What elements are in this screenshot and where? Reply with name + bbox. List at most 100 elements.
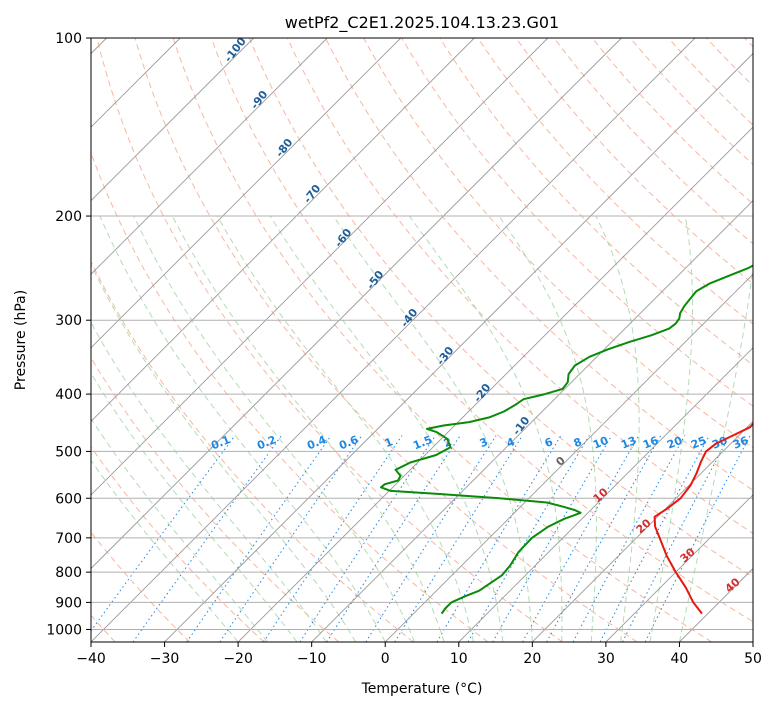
moist-adiabat-label: 40 [723,575,743,595]
moist-adiabat [649,215,693,642]
mixing-ratio-line [546,435,662,642]
dry-adiabat-label: -50 [364,268,387,292]
dry-adiabat-label: -10 [510,414,533,438]
dry-adiabat [744,38,753,48]
y-axis-ticks: 1000 900 800 700 600 500 400 300 200 100 [46,31,91,638]
moist-adiabat [91,263,357,642]
dry-adiabat [91,356,340,642]
x-tick-label: 40 [671,651,689,667]
dry-adiabat [591,38,753,205]
y-axis-label: Pressure (hPa) [13,290,29,390]
dry-adiabat [629,38,753,166]
isotherm [311,200,753,642]
isotherm [91,38,696,642]
dry-adiabat [439,38,753,366]
dry-adiabat [286,38,753,535]
dry-adiabat [172,38,713,642]
dry-adiabat [91,260,414,642]
mixing-ratio-label: 36 [731,434,750,452]
plot-frame [90,37,754,643]
isotherm [91,38,622,570]
mixing-ratio-label: 6 [543,435,555,450]
moist-adiabat [91,321,327,642]
mixing-ratio-line [263,435,403,642]
isotherm [532,420,753,642]
moist-adiabat-label: 20 [634,516,654,536]
moist-adiabat [91,459,239,642]
mixing-ratio-label: 20 [665,434,684,452]
y-tick-label: 1000 [46,622,82,638]
isotherm [91,38,328,275]
isotherm [384,273,753,642]
mixing-ratio-line [492,435,613,642]
mixing-ratio-line [622,435,731,642]
moist-adiabat [269,215,504,642]
mixing-ratio-label: 0.4 [305,433,328,452]
mixing-ratio-line [132,435,283,642]
x-tick-label: 50 [744,651,762,667]
mixing-ratio-label: 1 [383,435,395,450]
dry-adiabat [477,38,753,325]
y-tick-label: 400 [55,387,82,403]
mixing-ratio-label: 13 [619,434,638,452]
moist-adiabat [595,215,640,642]
x-tick-label: 20 [523,651,541,667]
isotherm [91,38,402,349]
x-tick-label: 10 [450,651,468,667]
mixing-ratio-label: 16 [641,434,660,452]
mixing-ratio-label: 0.1 [209,433,232,452]
mixing-ratio-line [467,435,590,642]
dry-adiabat-label: -60 [332,226,355,250]
dry-adiabat [91,445,265,642]
dry-adiabat [248,38,753,578]
y-tick-label: 500 [55,444,82,460]
dry-adiabat-label: -80 [273,136,296,160]
dry-adiabat-label: -70 [301,182,324,206]
isotherm [605,494,753,642]
dry-adiabat [134,38,638,642]
temperature-profile-line [653,422,753,615]
y-tick-label: 200 [55,209,82,225]
moist-adiabat [133,215,416,642]
y-tick-label: 700 [55,531,82,547]
x-tick-label: −20 [223,651,253,667]
x-tick-label: −30 [150,651,180,667]
moist-adiabat [216,215,474,642]
y-tick-label: 100 [55,31,82,47]
moist-adiabat [99,215,386,642]
dry-adiabat [515,38,753,285]
moist-adiabat [91,417,268,642]
x-axis-ticks: −40 −30 −20 −10 0 10 20 30 40 50 [76,642,762,667]
y-tick-label: 600 [55,491,82,507]
dewpoint-profile-line [380,264,753,615]
x-axis-label: Temperature (°C) [361,681,483,697]
moist-adiabat [332,215,533,642]
dry-adiabat-label: -90 [248,88,271,112]
mixing-ratio-line [219,435,363,642]
y-tick-label: 900 [55,595,82,611]
moist-adiabat [408,215,563,642]
background-lines [91,38,753,642]
isotherm [164,52,753,642]
moist-adiabat [91,372,298,642]
mixing-ratio-line [599,435,710,642]
isotherm [91,38,549,496]
isotherm [91,38,475,422]
x-tick-label: −10 [297,651,327,667]
moist-adiabat [678,263,753,642]
mixing-ratio-line [365,435,497,642]
isotherm [237,126,753,642]
mixing-ratio-line [299,435,437,642]
dry-adiabat-label: -20 [471,381,494,405]
dry-adiabat [706,38,753,87]
mixing-ratio-label: 4 [505,435,517,450]
moist-adiabat-label: 30 [678,545,698,565]
mixing-ratio-label: 10 [591,434,610,452]
chart-title: wetPf2_C2E1.2025.104.13.23.G01 [285,13,559,33]
x-tick-label: −40 [76,651,106,667]
isotherm [752,641,753,642]
x-tick-label: 0 [381,651,390,667]
dry-adiabat-label: -30 [434,344,457,368]
